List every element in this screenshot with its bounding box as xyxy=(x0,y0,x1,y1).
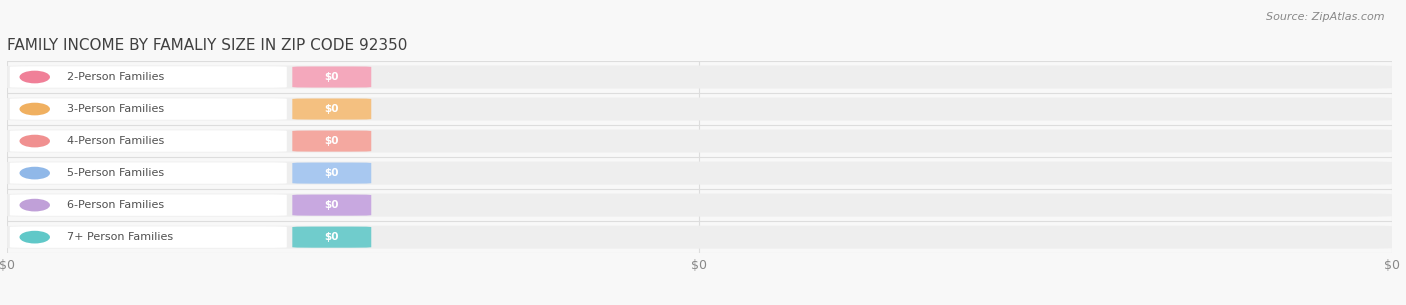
Text: 2-Person Families: 2-Person Families xyxy=(66,72,165,82)
FancyBboxPatch shape xyxy=(292,163,371,184)
FancyBboxPatch shape xyxy=(292,195,371,216)
Text: 7+ Person Families: 7+ Person Families xyxy=(66,232,173,242)
Ellipse shape xyxy=(20,199,51,211)
FancyBboxPatch shape xyxy=(7,130,1392,152)
Ellipse shape xyxy=(20,135,51,147)
FancyBboxPatch shape xyxy=(292,66,371,88)
Text: FAMILY INCOME BY FAMALIY SIZE IN ZIP CODE 92350: FAMILY INCOME BY FAMALIY SIZE IN ZIP COD… xyxy=(7,38,408,53)
FancyBboxPatch shape xyxy=(292,131,371,152)
Text: 3-Person Families: 3-Person Families xyxy=(66,104,163,114)
Text: $0: $0 xyxy=(325,168,339,178)
Text: $0: $0 xyxy=(325,200,339,210)
Text: 6-Person Families: 6-Person Families xyxy=(66,200,163,210)
FancyBboxPatch shape xyxy=(10,162,287,184)
FancyBboxPatch shape xyxy=(7,226,1392,249)
FancyBboxPatch shape xyxy=(10,194,287,216)
Text: $0: $0 xyxy=(325,232,339,242)
FancyBboxPatch shape xyxy=(10,98,287,120)
FancyBboxPatch shape xyxy=(292,227,371,248)
Ellipse shape xyxy=(20,103,51,115)
Text: $0: $0 xyxy=(325,136,339,146)
FancyBboxPatch shape xyxy=(10,130,287,152)
FancyBboxPatch shape xyxy=(7,194,1392,217)
Text: 4-Person Families: 4-Person Families xyxy=(66,136,165,146)
FancyBboxPatch shape xyxy=(10,66,287,88)
Text: $0: $0 xyxy=(325,104,339,114)
Text: $0: $0 xyxy=(325,72,339,82)
Ellipse shape xyxy=(20,167,51,179)
Ellipse shape xyxy=(20,231,51,243)
FancyBboxPatch shape xyxy=(7,162,1392,185)
FancyBboxPatch shape xyxy=(292,99,371,120)
Text: Source: ZipAtlas.com: Source: ZipAtlas.com xyxy=(1267,12,1385,22)
FancyBboxPatch shape xyxy=(10,226,287,248)
FancyBboxPatch shape xyxy=(7,66,1392,88)
Text: 5-Person Families: 5-Person Families xyxy=(66,168,163,178)
FancyBboxPatch shape xyxy=(7,98,1392,120)
Ellipse shape xyxy=(20,71,51,83)
